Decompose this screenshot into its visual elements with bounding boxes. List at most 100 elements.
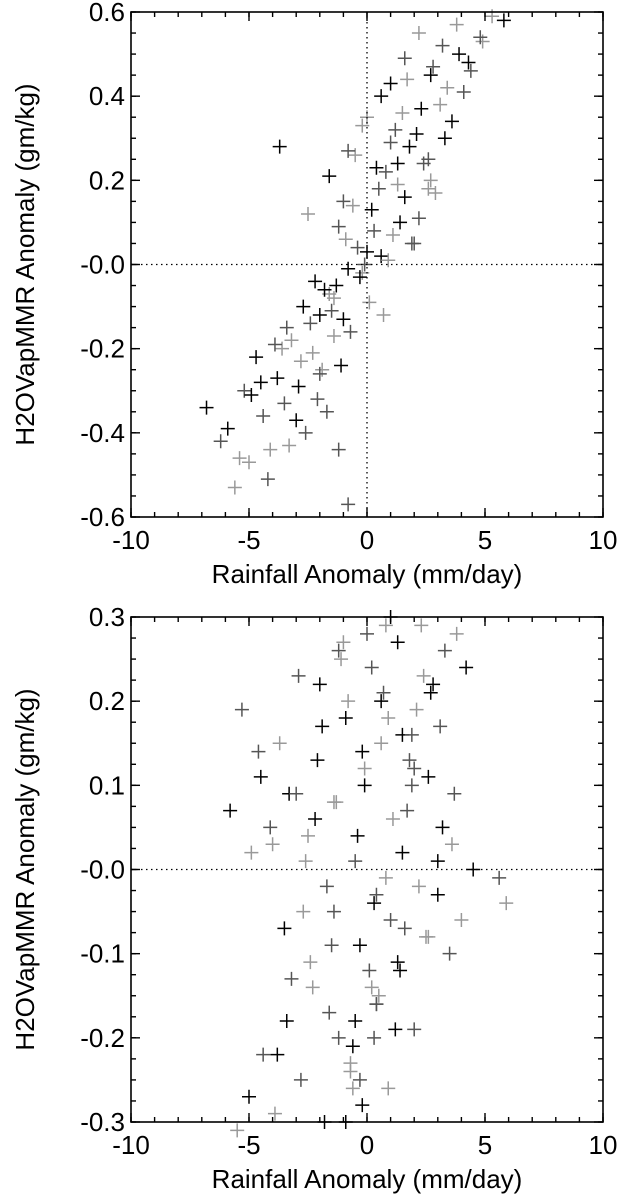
bottom-data-point xyxy=(435,820,450,835)
top-scatter-points xyxy=(199,9,511,512)
bottom-data-point xyxy=(383,913,398,927)
top-data-point xyxy=(343,324,358,339)
top-data-point xyxy=(213,434,228,449)
bottom-data-point xyxy=(367,896,382,911)
top-data-point xyxy=(341,261,356,276)
y-tick-label: -0.3 xyxy=(80,1107,125,1137)
bottom-data-point xyxy=(253,769,268,784)
bottom-data-point xyxy=(284,971,299,986)
top-data-point xyxy=(381,253,396,268)
bottom-data-point xyxy=(324,938,339,953)
top-data-point xyxy=(433,97,448,112)
bottom-data-point xyxy=(426,677,441,692)
bottom-data-point xyxy=(369,997,384,1012)
bottom-data-point xyxy=(308,812,323,826)
bottom-data-point xyxy=(433,719,448,734)
y-tick-label: -0.2 xyxy=(80,1023,125,1053)
top-data-point xyxy=(390,156,405,171)
top-axis-ticks xyxy=(130,11,604,518)
top-data-point xyxy=(409,127,424,142)
bottom-data-point xyxy=(334,652,349,667)
top-data-point xyxy=(301,207,315,221)
top-data-point xyxy=(423,68,438,83)
bottom-data-point xyxy=(395,845,410,860)
bottom-data-point xyxy=(326,795,341,810)
y-tick-label: -0.6 xyxy=(80,502,125,532)
bottom-data-point xyxy=(251,744,266,759)
top-data-point xyxy=(350,240,365,255)
top-data-point xyxy=(242,455,256,470)
bottom-data-point xyxy=(442,946,457,961)
x-tick-label: -5 xyxy=(237,525,260,555)
top-data-point xyxy=(244,387,259,402)
bottom-data-point xyxy=(352,938,367,953)
top-data-point xyxy=(397,51,412,66)
bottom-data-point xyxy=(331,643,346,658)
top-data-point xyxy=(232,451,247,466)
top-data-point xyxy=(440,80,455,95)
bottom-data-point xyxy=(414,618,429,633)
bottom-data-point xyxy=(293,1072,308,1087)
bottom-data-point xyxy=(343,1056,358,1071)
top-data-point xyxy=(371,181,386,196)
bottom-data-point xyxy=(362,963,377,978)
top-data-point xyxy=(385,228,400,243)
bottom-data-point xyxy=(289,786,304,801)
top-x-axis-label: Rainfall Anomaly (mm/day) xyxy=(212,559,523,589)
top-data-point xyxy=(277,396,292,411)
bottom-data-point xyxy=(357,778,372,793)
top-data-point xyxy=(326,329,341,344)
top-data-point xyxy=(362,295,377,310)
top-data-point xyxy=(270,371,285,386)
top-data-point xyxy=(284,333,299,348)
top-data-point xyxy=(411,211,426,226)
top-data-point xyxy=(452,47,467,62)
bottom-data-point xyxy=(298,854,313,869)
top-data-point xyxy=(378,164,393,179)
bottom-data-point xyxy=(291,668,306,683)
bottom-data-point xyxy=(277,921,292,936)
bottom-scatter-panel: -10 -5 0 5 10 -0.3 -0.2 -0.1 -0.0 0.1 0.2 0.3 Rainf… xyxy=(10,602,617,1194)
top-data-point xyxy=(374,249,389,264)
top-data-point xyxy=(289,413,304,428)
bottom-data-point xyxy=(265,837,280,852)
x-tick-label: -10 xyxy=(112,525,150,555)
bottom-x-axis-label: Rainfall Anomaly (mm/day) xyxy=(212,1164,523,1194)
bottom-data-point xyxy=(322,1005,337,1020)
bottom-data-point xyxy=(407,761,422,776)
top-data-point xyxy=(249,350,264,365)
top-data-point xyxy=(376,308,391,322)
bottom-data-point xyxy=(390,955,405,970)
top-data-point xyxy=(263,442,278,457)
x-tick-label: 5 xyxy=(478,1130,492,1160)
bottom-data-point xyxy=(357,761,372,776)
bottom-data-point xyxy=(369,887,384,902)
bottom-data-point xyxy=(301,828,315,843)
top-data-point xyxy=(348,148,363,163)
top-data-point xyxy=(336,194,351,209)
bottom-data-point xyxy=(348,1014,363,1028)
bottom-data-point xyxy=(310,753,325,768)
bottom-data-point xyxy=(303,955,318,970)
bottom-data-point xyxy=(492,870,507,885)
top-data-point xyxy=(357,257,372,272)
top-data-point xyxy=(393,215,408,230)
top-data-point xyxy=(291,379,306,394)
bottom-data-point xyxy=(466,862,481,877)
top-data-point xyxy=(322,169,337,184)
y-tick-label: 0.3 xyxy=(89,602,125,632)
bottom-data-point xyxy=(352,1072,367,1087)
bottom-data-point xyxy=(437,643,452,658)
top-data-point xyxy=(456,84,471,99)
bottom-data-point xyxy=(454,913,469,927)
top-data-point xyxy=(426,59,441,74)
y-tick-label: 0.6 xyxy=(89,0,125,27)
bottom-data-point xyxy=(345,1039,360,1054)
top-data-point xyxy=(312,308,327,322)
bottom-data-point xyxy=(416,668,431,683)
bottom-data-point xyxy=(385,812,400,826)
top-data-point xyxy=(402,139,417,154)
top-data-point xyxy=(310,392,325,407)
bottom-data-point xyxy=(374,694,389,709)
